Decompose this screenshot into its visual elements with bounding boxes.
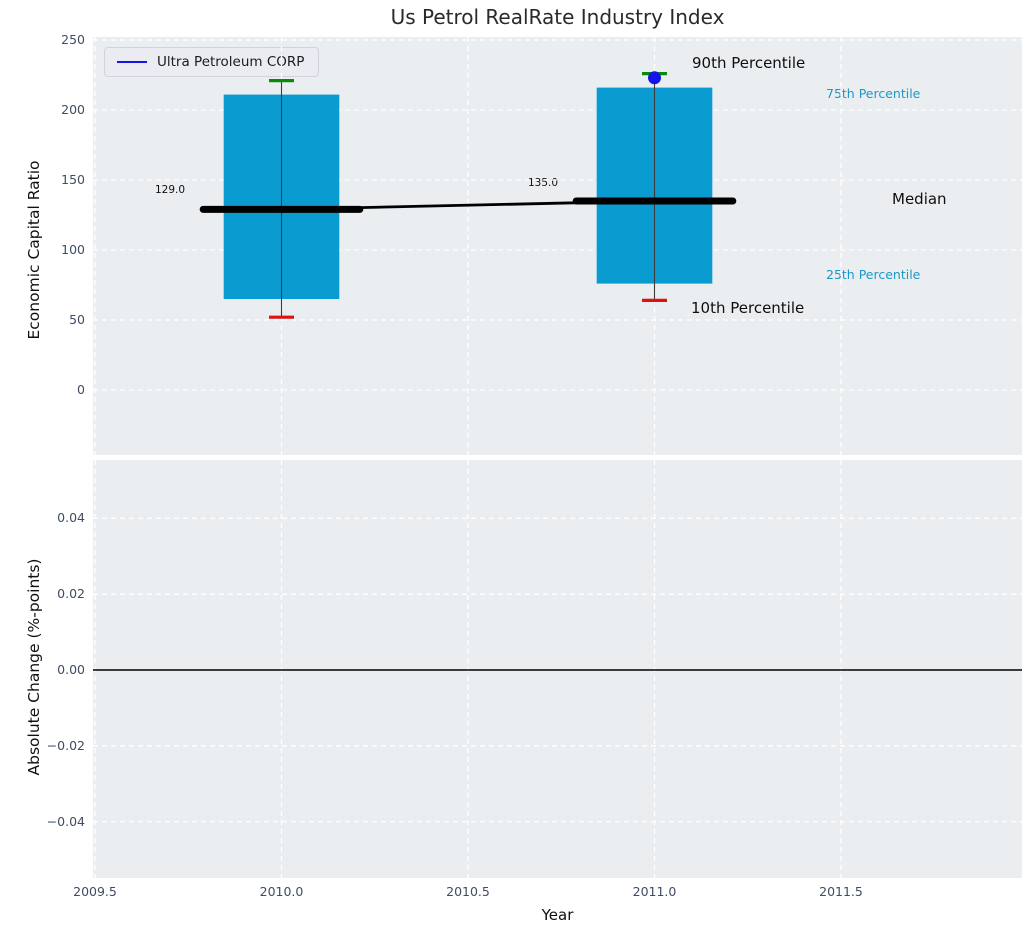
annotation-median: Median xyxy=(892,190,947,208)
ytick-top-200: 200 xyxy=(61,102,85,117)
xtick-2010.0: 2010.0 xyxy=(259,884,304,899)
chart-title: Us Petrol RealRate Industry Index xyxy=(390,5,725,29)
ytick-top-50: 50 xyxy=(69,312,85,327)
legend-line-swatch xyxy=(117,60,147,64)
annotation-90th-percentile: 90th Percentile xyxy=(692,54,806,72)
ytick-bottom-0.04: 0.04 xyxy=(57,510,85,526)
x-axis-label: Year xyxy=(541,906,574,924)
legend: Ultra Petroleum CORP xyxy=(104,47,320,77)
annotation-25th-percentile: 25th Percentile xyxy=(826,267,921,282)
ytick-bottom-0.02: 0.02 xyxy=(57,586,85,602)
ytick-top-100: 100 xyxy=(61,242,85,257)
ytick-bottom-−0.02: −0.02 xyxy=(46,737,85,753)
axes-absolute-change xyxy=(93,460,1022,878)
ytick-bottom-−0.04: −0.04 xyxy=(46,813,85,829)
ytick-top-150: 150 xyxy=(61,172,85,187)
xtick-2011.0: 2011.0 xyxy=(632,884,677,899)
boxplot-svg xyxy=(93,37,1022,455)
xtick-2010.5: 2010.5 xyxy=(446,884,490,899)
xtick-2009.5: 2009.5 xyxy=(73,884,117,899)
ytick-bottom-0.00: 0.00 xyxy=(57,662,85,677)
legend-label: Ultra Petroleum CORP xyxy=(157,54,305,70)
ytick-top-250: 250 xyxy=(61,32,85,47)
annotation-75th-percentile: 75th Percentile xyxy=(826,86,921,101)
xtick-2011.5: 2011.5 xyxy=(819,884,863,899)
median-value-label-2010: 129.0 xyxy=(155,184,186,196)
ytick-top-0: 0 xyxy=(77,382,85,397)
change-plot-svg xyxy=(93,460,1022,878)
annotation-10th-percentile: 10th Percentile xyxy=(691,299,805,317)
